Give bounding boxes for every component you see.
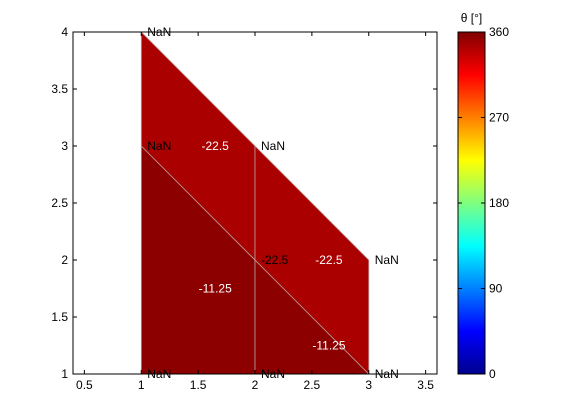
node-label: -22.5 — [261, 253, 289, 267]
colorbar-ticks: 0 90 180 270 360 — [458, 25, 509, 381]
y-tick-label: 1.5 — [51, 310, 68, 324]
x-tick-label: 2.5 — [304, 378, 321, 392]
y-tick-label: 4 — [61, 25, 68, 39]
colorbar-gradient — [458, 32, 485, 374]
y-axis: 1 1.5 2 2.5 3 3.5 4 — [51, 25, 437, 381]
y-tick-label: 1 — [61, 367, 68, 381]
colorbar-tick-label: 360 — [489, 25, 509, 39]
y-tick-label: 3.5 — [51, 82, 68, 96]
x-axis: 0.5 1 1.5 2 2.5 3 3.5 — [76, 32, 434, 392]
x-tick-label: 1.5 — [190, 378, 207, 392]
node-label: NaN — [375, 253, 399, 267]
colorbar-tick-label: 270 — [489, 111, 509, 125]
colorbar: θ [°] 0 90 180 270 360 — [457, 11, 509, 381]
x-tick-label: 1 — [138, 378, 145, 392]
node-label: NaN — [261, 139, 285, 153]
cell-value-label: -22.5 — [315, 253, 343, 267]
x-tick-label: 2 — [252, 378, 259, 392]
node-label: NaN — [147, 139, 171, 153]
cell-value-label: -11.25 — [199, 282, 232, 296]
colorbar-tick-label: 0 — [489, 367, 496, 381]
y-tick-label: 2 — [61, 253, 68, 267]
colorbar-tick-label: 90 — [489, 282, 503, 296]
colorbar-title: θ [°] — [461, 11, 482, 25]
x-tick-label: 3.5 — [417, 378, 434, 392]
y-tick-label: 3 — [61, 139, 68, 153]
cell-patch-4 — [254, 145, 370, 375]
cell-value-label: -22.5 — [202, 139, 230, 153]
cell-value-label: -11.25 — [312, 339, 345, 353]
x-tick-label: 0.5 — [76, 378, 93, 392]
colorbar-tick-label: 180 — [489, 196, 509, 210]
x-tick-label: 3 — [365, 378, 372, 392]
cell-labels-group: -11.25 -11.25 -22.5 -22.5 — [199, 139, 346, 353]
y-tick-label: 2.5 — [51, 196, 68, 210]
